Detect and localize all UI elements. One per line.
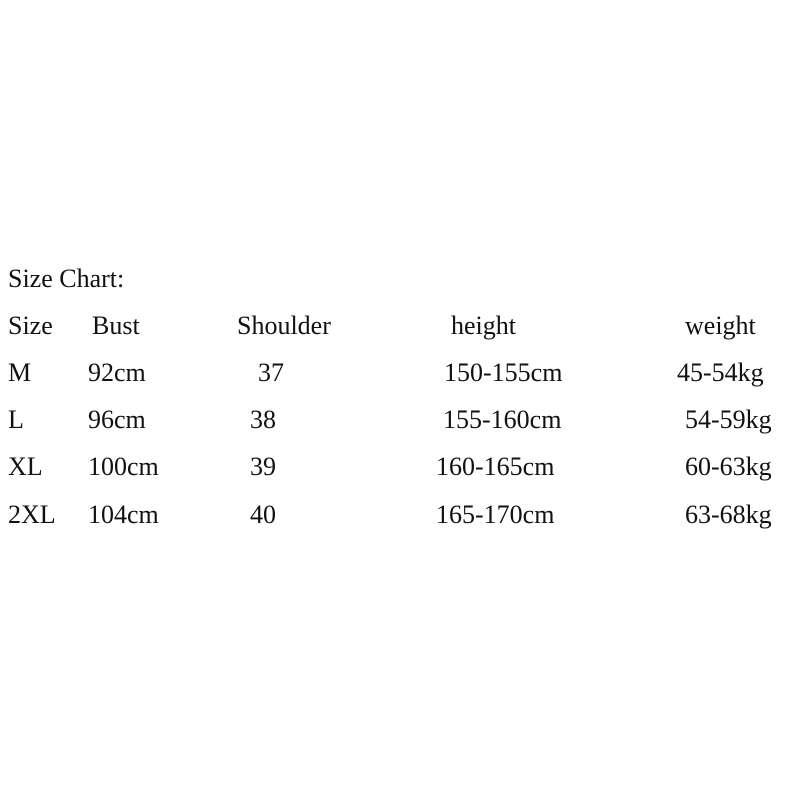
cell-size: 2XL — [8, 500, 56, 529]
cell-height: 155-160cm — [443, 405, 562, 434]
cell-weight: 54-59kg — [685, 405, 772, 434]
header-height: height — [451, 311, 516, 340]
header-weight: weight — [685, 311, 756, 340]
cell-shoulder: 37 — [258, 358, 284, 387]
cell-weight: 45-54kg — [677, 358, 764, 387]
cell-bust: 92cm — [88, 358, 146, 387]
cell-height: 165-170cm — [436, 500, 555, 529]
cell-shoulder: 40 — [250, 500, 276, 529]
cell-size: XL — [8, 452, 43, 481]
cell-shoulder: 39 — [250, 452, 276, 481]
cell-height: 160-165cm — [436, 452, 555, 481]
header-shoulder: Shoulder — [237, 311, 331, 340]
cell-height: 150-155cm — [444, 358, 563, 387]
cell-size: M — [8, 358, 32, 387]
cell-weight: 63-68kg — [685, 500, 772, 529]
cell-bust: 100cm — [88, 452, 159, 481]
header-bust: Bust — [92, 311, 140, 340]
cell-weight: 60-63kg — [685, 452, 772, 481]
cell-shoulder: 38 — [250, 405, 276, 434]
cell-bust: 96cm — [88, 405, 146, 434]
header-size: Size — [8, 311, 53, 340]
size-chart-title: Size Chart: — [8, 264, 125, 293]
cell-bust: 104cm — [88, 500, 159, 529]
cell-size: L — [8, 405, 24, 434]
